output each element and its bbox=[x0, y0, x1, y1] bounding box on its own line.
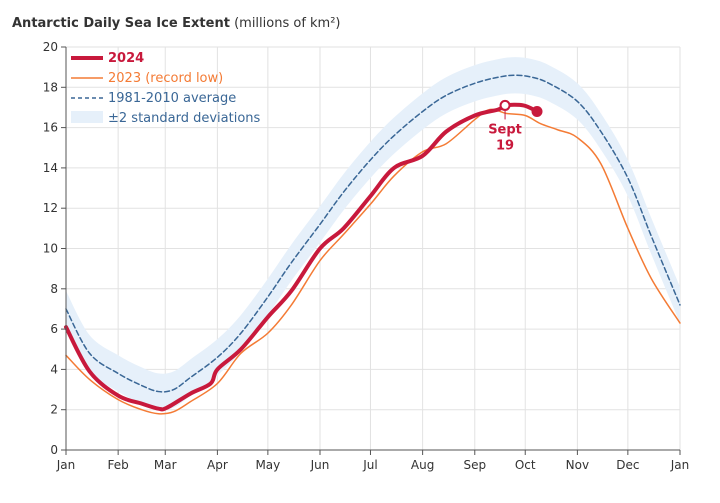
chart-title: Antarctic Daily Sea Ice Extent (millions… bbox=[12, 16, 341, 31]
max-point-marker bbox=[499, 99, 511, 111]
legend-label-2024: 2024 bbox=[108, 51, 144, 66]
x-tick-label: Oct bbox=[515, 458, 536, 472]
x-tick-label: Sep bbox=[463, 458, 486, 472]
latest-point-marker bbox=[531, 105, 543, 117]
series-2024-line bbox=[64, 102, 540, 412]
legend-label-2023: 2023 (record low) bbox=[108, 71, 223, 86]
y-tick-label: 12 bbox=[43, 201, 58, 215]
legend-label-sd: ±2 standard deviations bbox=[108, 111, 261, 126]
series-average-line bbox=[65, 74, 681, 393]
x-tick-label: Aug bbox=[411, 458, 434, 472]
x-tick-label: Dec bbox=[616, 458, 639, 472]
x-tick-label: Apr bbox=[207, 458, 228, 472]
x-tick-label: Jul bbox=[362, 458, 377, 472]
series-2023-line bbox=[65, 108, 681, 415]
legend-label-average: 1981-2010 average bbox=[108, 91, 236, 106]
x-tick-label: Jan bbox=[56, 458, 76, 472]
x-tick-label: Mar bbox=[154, 458, 177, 472]
legend-swatch-sd bbox=[71, 111, 103, 123]
y-tick-label: 6 bbox=[50, 322, 58, 336]
y-tick-label: 0 bbox=[50, 443, 58, 457]
title-units: (millions of km²) bbox=[234, 16, 340, 31]
annotation-label-month: Sept bbox=[488, 122, 522, 137]
annotation-label-day: 19 bbox=[496, 138, 514, 153]
y-tick-label: 18 bbox=[43, 80, 58, 94]
x-tick-label: Feb bbox=[108, 458, 129, 472]
y-tick-label: 16 bbox=[43, 121, 58, 135]
y-tick-label: 4 bbox=[50, 362, 58, 376]
sd-band bbox=[66, 57, 680, 411]
y-tick-label: 14 bbox=[43, 161, 58, 175]
title-main: Antarctic Daily Sea Ice Extent bbox=[12, 16, 230, 31]
y-tick-label: 10 bbox=[43, 242, 58, 256]
y-tick-label: 2 bbox=[50, 403, 58, 417]
x-tick-label: Jun bbox=[310, 458, 330, 472]
y-tick-label: 20 bbox=[43, 40, 58, 54]
x-tick-label: May bbox=[255, 458, 280, 472]
x-tick-label: Nov bbox=[566, 458, 589, 472]
y-tick-label: 8 bbox=[50, 282, 58, 296]
x-tick-label: Jan bbox=[670, 458, 690, 472]
legend: 2024 2023 (record low) 1981-2010 average… bbox=[71, 51, 261, 126]
